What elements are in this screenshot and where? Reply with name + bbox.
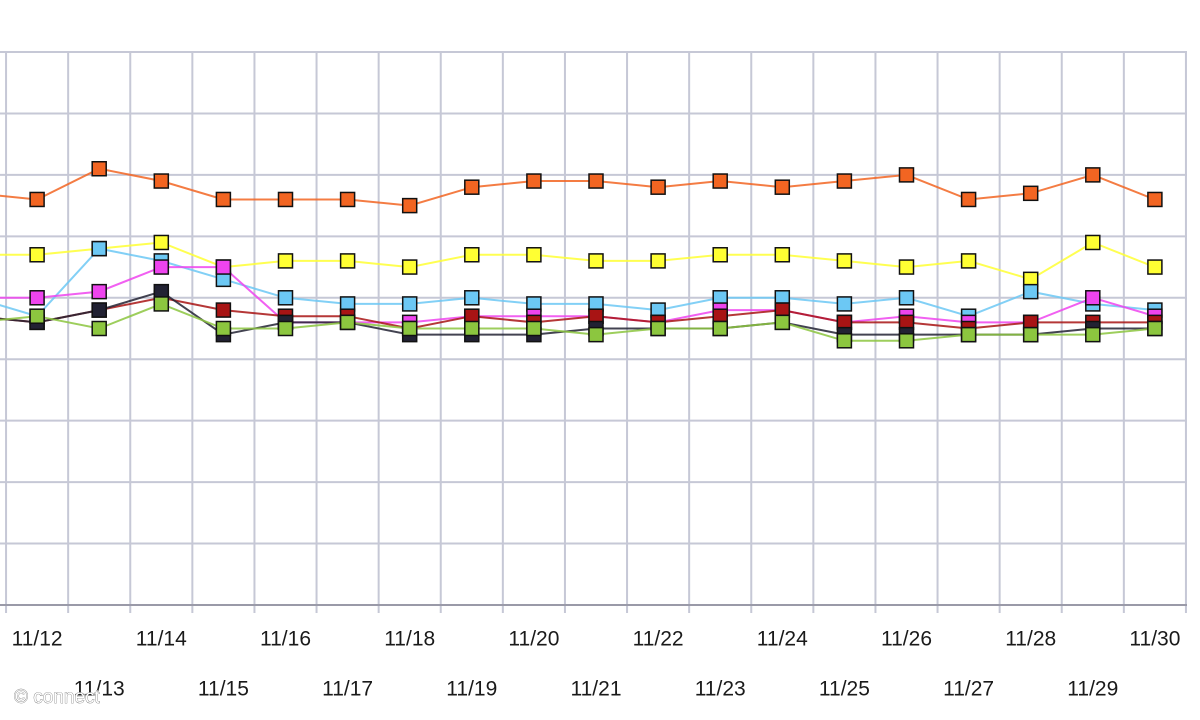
data-point: [1085, 290, 1101, 306]
data-point: [277, 191, 294, 208]
series-line: [0, 266, 1156, 324]
data-point: [91, 240, 107, 257]
x-axis: 11/1111/1211/1311/1411/1511/1611/1711/18…: [12, 628, 1181, 701]
x-tick-label: 11/23: [695, 678, 746, 701]
data-point: [215, 302, 232, 318]
x-tick-label: 11/22: [633, 628, 684, 651]
data-point: [401, 320, 418, 337]
data-point: [836, 333, 853, 349]
data-point: [277, 320, 294, 337]
data-point: [960, 253, 977, 269]
data-point: [153, 173, 170, 189]
data-point: [650, 320, 666, 337]
x-tick-label: 11/14: [136, 628, 187, 651]
data-point: [401, 197, 418, 214]
data-point: [526, 320, 542, 337]
x-tick-label: 11/16: [260, 628, 311, 651]
data-point: [1022, 326, 1039, 343]
data-point: [29, 247, 45, 263]
x-tick-label: 11/30: [1129, 628, 1180, 651]
data-point: [774, 247, 791, 263]
data-point: [277, 290, 294, 306]
series-line: [0, 247, 1155, 318]
data-point: [464, 290, 480, 306]
data-point: [1022, 185, 1039, 202]
x-tick-label: 11/20: [508, 628, 559, 651]
data-point: [1085, 234, 1101, 251]
data-point: [588, 173, 604, 189]
data-point: [153, 296, 170, 312]
x-tick-label: 11/12: [12, 628, 63, 651]
data-point: [29, 191, 45, 208]
x-tick-label: 11/13: [74, 678, 125, 701]
data-point: [836, 296, 853, 312]
x-tick-label: 11/21: [571, 678, 622, 701]
data-point: [401, 296, 418, 312]
data-point: [277, 253, 294, 269]
data-point: [1147, 320, 1163, 337]
data-point: [215, 320, 232, 337]
data-point: [836, 253, 853, 269]
x-tick-label: 11/27: [943, 678, 994, 701]
data-point: [836, 173, 853, 189]
data-point: [526, 173, 542, 189]
data-point: [712, 173, 728, 189]
data-point: [650, 179, 666, 195]
data-point: [91, 302, 107, 318]
data-point: [464, 320, 480, 337]
data-point: [1147, 259, 1163, 275]
data-point: [91, 283, 107, 300]
data-point: [215, 191, 232, 208]
data-point: [960, 326, 977, 343]
data-point: [29, 290, 45, 306]
series-line: [0, 167, 1156, 207]
data-point: [401, 259, 418, 275]
x-tick-label: 11/24: [757, 628, 808, 651]
x-tick-label: 11/15: [198, 678, 249, 701]
data-point: [588, 253, 604, 269]
data-point: [898, 333, 915, 349]
x-tick-label: 11/25: [819, 678, 870, 701]
watermark: © connect: [14, 687, 101, 708]
data-point: [1147, 191, 1163, 208]
x-tick-label: 11/18: [384, 628, 435, 651]
x-tick-label: 11/17: [322, 678, 373, 701]
data-point: [650, 253, 666, 269]
x-tick-label: 11/19: [446, 678, 497, 701]
x-tick-label: 11/29: [1067, 678, 1118, 701]
data-point: [153, 234, 170, 251]
series-line: [0, 241, 1156, 281]
data-point: [960, 191, 977, 208]
data-point: [526, 247, 542, 263]
data-point: [91, 160, 107, 177]
data-point: [898, 290, 915, 306]
data-point: [29, 308, 45, 324]
data-point: [215, 259, 232, 275]
data-point: [898, 259, 915, 275]
data-point: [339, 191, 356, 208]
data-point: [712, 247, 728, 263]
data-point: [339, 253, 356, 269]
x-tick-label: 11/28: [1005, 628, 1056, 651]
data-point: [712, 320, 728, 337]
data-point: [774, 179, 791, 195]
plot: [0, 160, 1163, 349]
x-tick-label: 11/26: [881, 628, 932, 651]
data-point: [464, 179, 480, 195]
data-point: [1085, 167, 1101, 183]
data-point: [898, 167, 915, 183]
data-point: [1085, 326, 1101, 343]
data-point: [588, 326, 604, 343]
data-point: [464, 247, 480, 263]
data-point: [91, 320, 107, 337]
series-line: [0, 302, 1155, 342]
data-point: [774, 314, 791, 331]
data-point: [153, 259, 170, 275]
data-point: [339, 314, 356, 331]
data-point: [1022, 283, 1039, 300]
